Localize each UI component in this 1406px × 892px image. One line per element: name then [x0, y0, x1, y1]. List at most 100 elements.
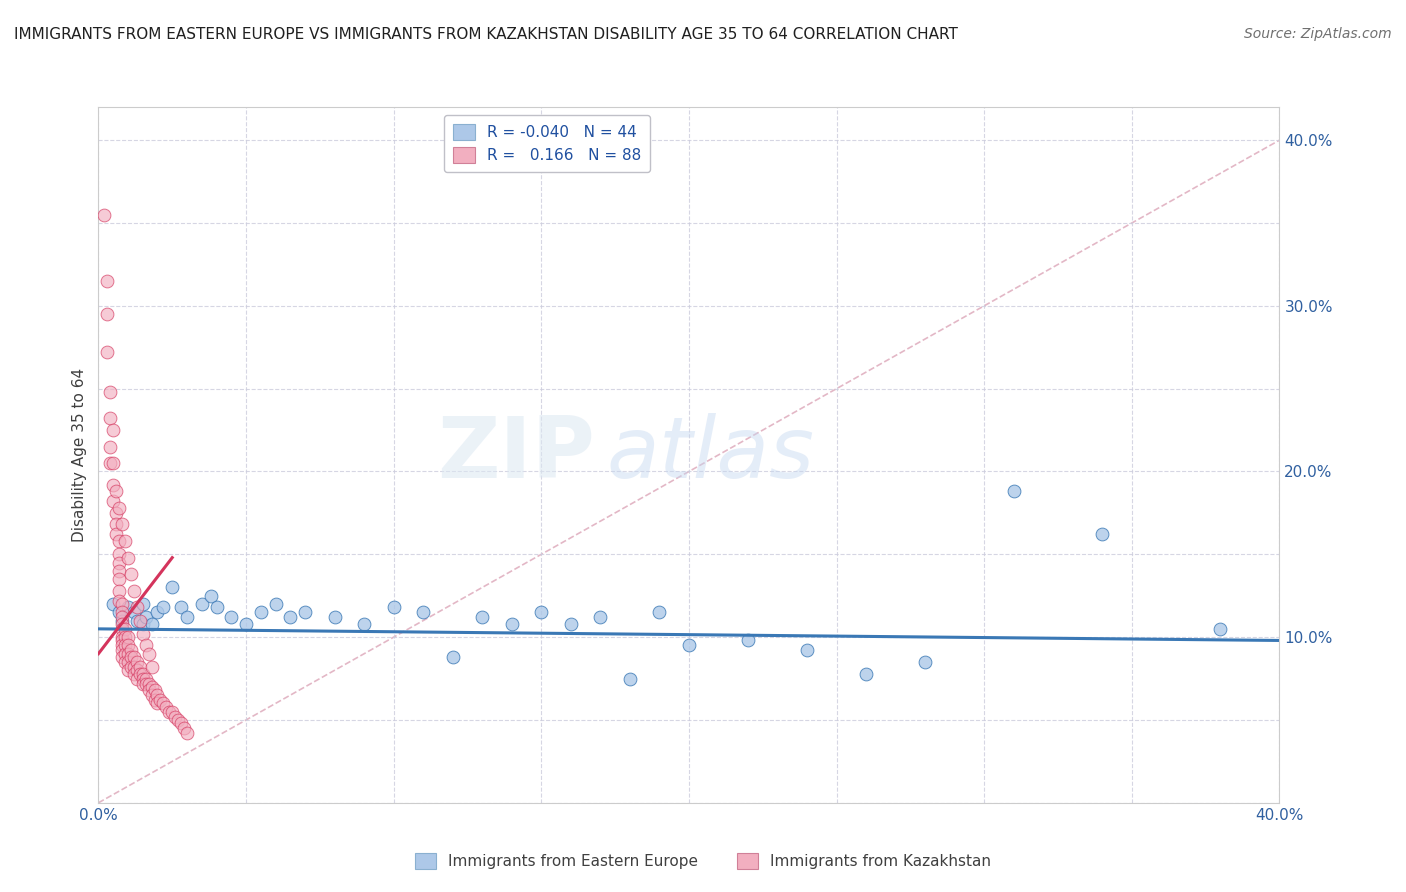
- Point: [111, 614, 134, 628]
- Point: [108, 564, 131, 578]
- Point: [132, 627, 155, 641]
- Point: [105, 484, 128, 499]
- Point: [111, 633, 134, 648]
- Point: [120, 643, 142, 657]
- Point: [114, 534, 136, 549]
- Point: [501, 616, 523, 631]
- Point: [117, 663, 139, 677]
- Point: [111, 630, 134, 644]
- Point: [162, 705, 183, 719]
- Point: [117, 655, 139, 669]
- Point: [103, 597, 125, 611]
- Point: [157, 705, 180, 719]
- Point: [138, 683, 160, 698]
- Y-axis label: Disability Age 35 to 64: Disability Age 35 to 64: [72, 368, 87, 542]
- Point: [111, 605, 134, 619]
- Point: [114, 647, 136, 661]
- Point: [1091, 527, 1114, 541]
- Point: [98, 440, 121, 454]
- Text: Source: ZipAtlas.com: Source: ZipAtlas.com: [1244, 27, 1392, 41]
- Point: [323, 610, 346, 624]
- Point: [152, 600, 174, 615]
- Point: [103, 423, 125, 437]
- Point: [250, 605, 273, 619]
- Point: [167, 713, 190, 727]
- Point: [108, 593, 131, 607]
- Point: [117, 639, 139, 653]
- Point: [117, 550, 139, 565]
- Point: [855, 666, 877, 681]
- Point: [125, 672, 148, 686]
- Point: [132, 616, 155, 631]
- Point: [294, 605, 316, 619]
- Point: [143, 683, 166, 698]
- Point: [111, 650, 134, 665]
- Point: [1002, 484, 1025, 499]
- Point: [205, 600, 228, 615]
- Point: [93, 208, 115, 222]
- Point: [382, 600, 405, 615]
- Legend: Immigrants from Eastern Europe, Immigrants from Kazakhstan: Immigrants from Eastern Europe, Immigran…: [409, 847, 997, 875]
- Point: [135, 610, 157, 624]
- Point: [128, 666, 150, 681]
- Point: [141, 660, 163, 674]
- Point: [122, 605, 145, 619]
- Point: [103, 456, 125, 470]
- Point: [96, 307, 118, 321]
- Point: [120, 650, 142, 665]
- Point: [278, 610, 302, 624]
- Point: [120, 567, 142, 582]
- Point: [111, 643, 134, 657]
- Point: [219, 610, 242, 624]
- Point: [122, 666, 145, 681]
- Point: [678, 639, 700, 653]
- Point: [96, 274, 118, 288]
- Point: [170, 600, 193, 615]
- Point: [105, 517, 128, 532]
- Point: [132, 666, 155, 681]
- Point: [589, 610, 612, 624]
- Point: [737, 633, 759, 648]
- Point: [122, 583, 145, 598]
- Point: [98, 456, 121, 470]
- Point: [138, 676, 160, 690]
- Point: [108, 605, 131, 619]
- Point: [111, 517, 134, 532]
- Point: [125, 600, 148, 615]
- Point: [114, 630, 136, 644]
- Point: [125, 655, 148, 669]
- Point: [117, 630, 139, 644]
- Point: [132, 676, 155, 690]
- Point: [98, 384, 121, 399]
- Text: ZIP: ZIP: [437, 413, 595, 497]
- Point: [103, 477, 125, 491]
- Point: [117, 647, 139, 661]
- Point: [108, 583, 131, 598]
- Point: [530, 605, 553, 619]
- Point: [96, 345, 118, 359]
- Point: [141, 680, 163, 694]
- Point: [141, 688, 163, 702]
- Point: [149, 693, 172, 707]
- Point: [114, 622, 136, 636]
- Point: [235, 616, 257, 631]
- Point: [173, 721, 195, 735]
- Point: [108, 547, 131, 561]
- Point: [111, 610, 134, 624]
- Point: [1209, 622, 1232, 636]
- Point: [111, 622, 134, 636]
- Point: [108, 556, 131, 570]
- Point: [108, 500, 131, 515]
- Point: [135, 676, 157, 690]
- Point: [152, 697, 174, 711]
- Point: [176, 610, 198, 624]
- Point: [648, 605, 671, 619]
- Point: [146, 688, 169, 702]
- Point: [353, 616, 375, 631]
- Point: [114, 655, 136, 669]
- Point: [191, 597, 214, 611]
- Point: [412, 605, 434, 619]
- Point: [560, 616, 582, 631]
- Point: [132, 597, 155, 611]
- Point: [796, 643, 818, 657]
